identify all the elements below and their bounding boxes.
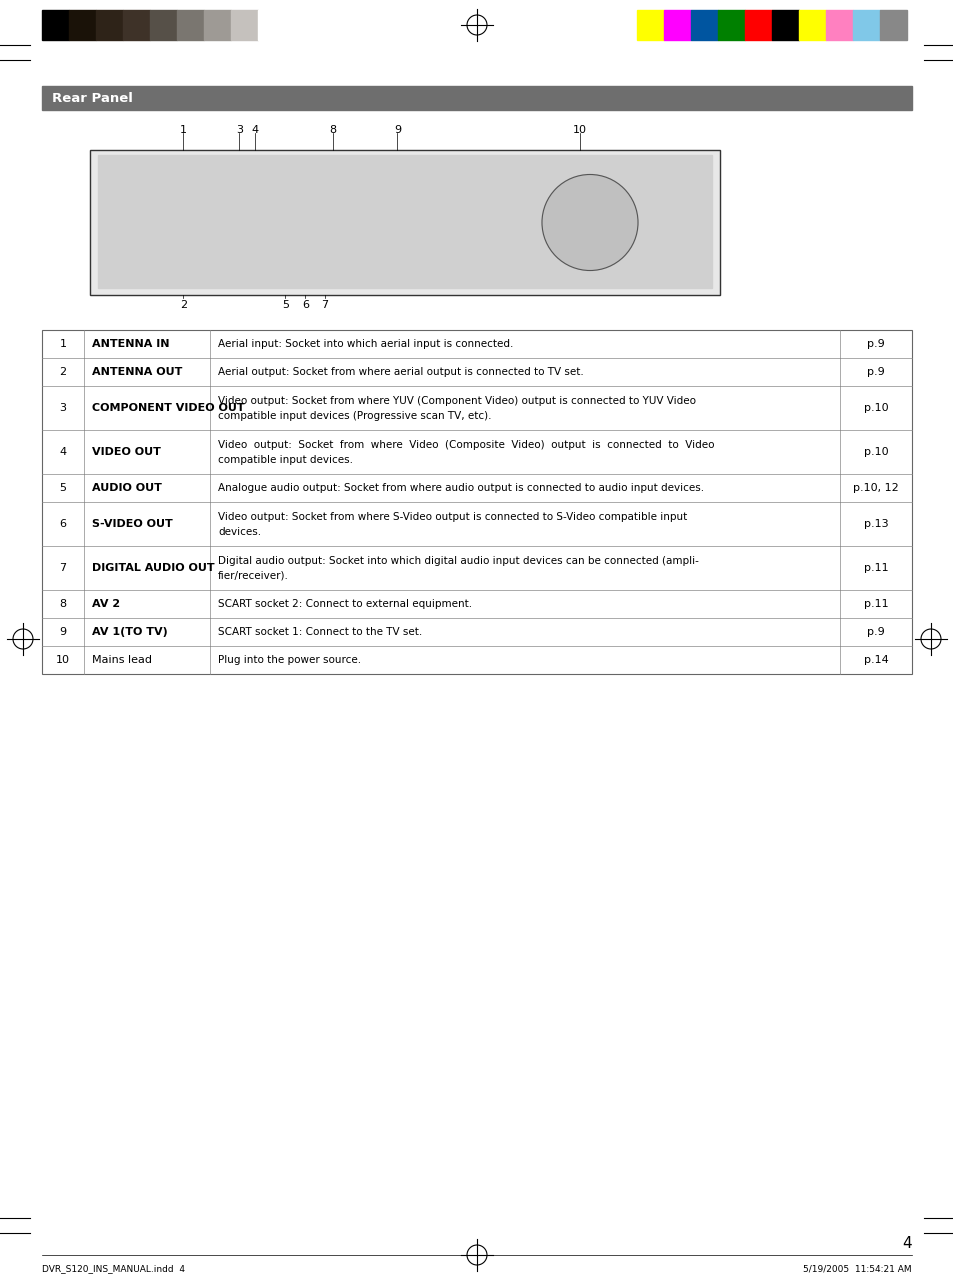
Text: Analogue audio output: Socket from where audio output is connected to audio inpu: Analogue audio output: Socket from where… — [218, 483, 703, 493]
Text: ANTENNA OUT: ANTENNA OUT — [91, 367, 182, 377]
Bar — [69, 10, 96, 40]
Text: 9: 9 — [59, 627, 67, 636]
Text: p.10: p.10 — [862, 403, 887, 413]
Bar — [852, 10, 879, 40]
Text: p.10, 12: p.10, 12 — [852, 483, 898, 493]
Text: Mains lead: Mains lead — [91, 656, 152, 665]
Bar — [90, 150, 720, 295]
Text: SCART socket 1: Connect to the TV set.: SCART socket 1: Connect to the TV set. — [218, 627, 422, 636]
Text: p.9: p.9 — [866, 339, 884, 349]
Text: Digital audio output: Socket into which digital audio input devices can be conne: Digital audio output: Socket into which … — [218, 556, 699, 566]
Bar — [42, 86, 911, 110]
Bar — [42, 10, 69, 40]
Bar — [663, 10, 690, 40]
Text: Video output: Socket from where YUV (Component Video) output is connected to YUV: Video output: Socket from where YUV (Com… — [218, 396, 696, 406]
Text: 3: 3 — [235, 125, 243, 135]
Text: 10: 10 — [56, 656, 70, 665]
Bar — [123, 10, 150, 40]
Bar — [879, 10, 906, 40]
Text: p.11: p.11 — [862, 599, 887, 610]
Text: 4: 4 — [252, 125, 258, 135]
Bar — [825, 10, 852, 40]
Bar — [744, 10, 771, 40]
Text: 2: 2 — [59, 367, 67, 377]
Bar — [771, 10, 799, 40]
Bar — [718, 10, 744, 40]
Text: Video output: Socket from where S-Video output is connected to S-Video compatibl: Video output: Socket from where S-Video … — [218, 512, 686, 523]
Bar — [637, 10, 663, 40]
Text: VIDEO OUT: VIDEO OUT — [91, 447, 161, 458]
Text: Video  output:  Socket  from  where  Video  (Composite  Video)  output  is  conn: Video output: Socket from where Video (C… — [218, 441, 714, 451]
Text: 5: 5 — [281, 300, 289, 311]
Text: 6: 6 — [59, 519, 67, 529]
Text: 4: 4 — [902, 1236, 911, 1250]
Circle shape — [541, 175, 638, 271]
Text: DIGITAL AUDIO OUT: DIGITAL AUDIO OUT — [91, 564, 214, 573]
Text: 8: 8 — [329, 125, 335, 135]
Text: Plug into the power source.: Plug into the power source. — [218, 656, 361, 665]
Text: devices.: devices. — [218, 527, 261, 537]
Text: 9: 9 — [394, 125, 400, 135]
Bar — [150, 10, 177, 40]
Text: Rear Panel: Rear Panel — [52, 92, 132, 105]
Bar — [231, 10, 257, 40]
Text: 3: 3 — [59, 403, 67, 413]
Bar — [799, 10, 825, 40]
Text: COMPONENT VIDEO OUT: COMPONENT VIDEO OUT — [91, 403, 244, 413]
Bar — [257, 10, 285, 40]
Bar — [690, 10, 718, 40]
Text: Aerial output: Socket from where aerial output is connected to TV set.: Aerial output: Socket from where aerial … — [218, 367, 583, 377]
Text: p.9: p.9 — [866, 627, 884, 636]
Text: p.11: p.11 — [862, 564, 887, 573]
Text: 1: 1 — [59, 339, 67, 349]
Bar — [204, 10, 231, 40]
Text: 8: 8 — [59, 599, 67, 610]
Bar — [90, 150, 720, 295]
Bar — [98, 155, 711, 288]
Bar — [96, 10, 123, 40]
Text: p.10: p.10 — [862, 447, 887, 458]
Text: 10: 10 — [573, 125, 586, 135]
Text: fier/receiver).: fier/receiver). — [218, 571, 289, 580]
Text: AV 2: AV 2 — [91, 599, 120, 610]
Text: p.9: p.9 — [866, 367, 884, 377]
Text: 7: 7 — [59, 564, 67, 573]
Text: Aerial input: Socket into which aerial input is connected.: Aerial input: Socket into which aerial i… — [218, 339, 513, 349]
Text: 6: 6 — [302, 300, 309, 311]
Text: 5: 5 — [59, 483, 67, 493]
Text: 5/19/2005  11:54:21 AM: 5/19/2005 11:54:21 AM — [802, 1264, 911, 1273]
Text: 2: 2 — [179, 300, 187, 311]
Text: 1: 1 — [179, 125, 187, 135]
Text: S-VIDEO OUT: S-VIDEO OUT — [91, 519, 172, 529]
Text: p.14: p.14 — [862, 656, 887, 665]
Text: SCART socket 2: Connect to external equipment.: SCART socket 2: Connect to external equi… — [218, 599, 472, 610]
Text: DVR_S120_INS_MANUAL.indd  4: DVR_S120_INS_MANUAL.indd 4 — [42, 1264, 185, 1273]
Text: compatible input devices.: compatible input devices. — [218, 455, 353, 465]
Text: AUDIO OUT: AUDIO OUT — [91, 483, 162, 493]
Text: p.13: p.13 — [862, 519, 887, 529]
Bar — [42, 330, 911, 674]
Text: 7: 7 — [321, 300, 328, 311]
Text: AV 1(TO TV): AV 1(TO TV) — [91, 627, 168, 636]
Text: 4: 4 — [59, 447, 67, 458]
Text: ANTENNA IN: ANTENNA IN — [91, 339, 170, 349]
Text: compatible input devices (Progressive scan TV, etc).: compatible input devices (Progressive sc… — [218, 410, 491, 420]
Bar — [177, 10, 204, 40]
